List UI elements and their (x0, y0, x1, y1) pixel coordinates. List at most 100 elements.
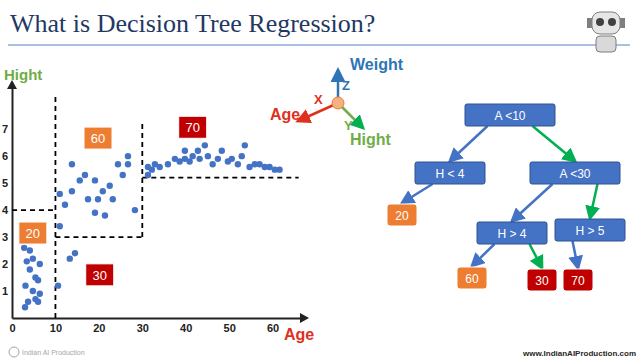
data-point (242, 142, 248, 148)
data-point (22, 282, 28, 288)
brand: Indian AI Production (22, 349, 85, 356)
tree-node-box (415, 162, 485, 184)
data-point (215, 156, 221, 162)
region-label: 20 (19, 222, 47, 244)
data-point (77, 177, 83, 183)
tree-node: A <30 (530, 162, 620, 184)
tree-node: H > 5 (555, 219, 625, 241)
robot-head (592, 12, 620, 34)
data-point (92, 210, 98, 216)
robot-body (596, 36, 616, 52)
region-label: 30 (86, 264, 114, 286)
x-axis-arrow (300, 313, 309, 323)
data-point (55, 282, 61, 288)
tree-node: H < 4 (415, 162, 485, 184)
split-line (141, 124, 143, 237)
tree-node-label: A <30 (559, 167, 590, 181)
x-axis-title: Age (284, 326, 314, 343)
tree-edge (533, 126, 576, 161)
data-point (57, 191, 63, 197)
data-point (195, 148, 201, 154)
tree-edge (402, 184, 433, 203)
data-point (239, 153, 245, 159)
tree-node-label: A <10 (494, 109, 525, 123)
tree-node: H > 4 (477, 222, 547, 244)
y-tick-label: 4 (2, 204, 9, 216)
y-tick: 2 (2, 258, 12, 270)
data-point (235, 161, 241, 167)
data-point (25, 299, 31, 305)
x-tick: 20 (93, 318, 105, 334)
data-point (67, 255, 73, 261)
tree-node-box (457, 267, 487, 289)
tree-edges (402, 126, 598, 268)
x-tick-label: 30 (137, 322, 149, 334)
data-point (196, 156, 202, 162)
footer: Indian AI Productionwww.IndianAIProducti… (9, 347, 636, 358)
tree-edge (472, 244, 495, 266)
data-point (37, 261, 43, 267)
x-axis: 0102030405060 (9, 318, 303, 334)
data-point (100, 188, 106, 194)
data-point (35, 299, 41, 305)
x-tick-label: 0 (9, 322, 15, 334)
axes-icon-label: Weight (350, 56, 404, 73)
data-point (82, 172, 88, 178)
data-point (229, 156, 235, 162)
x-tick: 40 (180, 318, 192, 334)
tree-nodes: A <10 H < 4 20 A <30 H > 4 60 30 H > 5 70 (387, 104, 625, 291)
y-tick: 7 (2, 123, 12, 135)
y-tick-label: 1 (2, 285, 8, 297)
tree-node-box (563, 269, 593, 291)
tree-node: A <10 (465, 104, 555, 126)
data-point (30, 255, 36, 261)
tree-node-box (465, 104, 555, 126)
y-axis: 1 2 3 4 5 6 7 (2, 87, 13, 319)
tree-node-label: H > 4 (497, 227, 526, 241)
x-tick: 30 (137, 318, 149, 334)
robot-ear (587, 18, 592, 28)
y-tick: 1 (2, 285, 12, 297)
tree-edge (450, 126, 488, 161)
robot-eye (608, 18, 616, 26)
y-tick-label: 7 (2, 123, 8, 135)
y-tick: 5 (2, 177, 12, 189)
data-point (189, 153, 195, 159)
robot-ear (620, 18, 625, 28)
tree-leaf: 20 (387, 204, 417, 226)
data-point (62, 201, 68, 207)
x-tick: 60 (267, 318, 279, 334)
axes-icon-label: Age (270, 106, 300, 123)
region-box (84, 127, 112, 149)
title: What is Decision Tree Regression? (10, 9, 375, 38)
data-point (205, 153, 211, 159)
y-tick-label: 3 (2, 231, 8, 243)
data-point (125, 161, 131, 167)
data-point (32, 274, 38, 280)
axes-icon-label: Hight (350, 131, 392, 148)
data-point (120, 172, 126, 178)
tree-node-label: 70 (571, 274, 585, 288)
axes-icon-label: X (314, 92, 323, 107)
region-box (19, 222, 47, 244)
data-point (27, 266, 33, 272)
x-tick-label: 50 (224, 322, 236, 334)
region-label: 70 (179, 116, 207, 138)
data-point (115, 161, 121, 167)
y-axis-title: Hight (4, 66, 42, 83)
tree-edge (590, 184, 598, 218)
data-point (92, 177, 98, 183)
y-tick: 3 (2, 231, 12, 243)
data-point (37, 291, 43, 297)
tree-node-label: 30 (535, 274, 549, 288)
region-label: 60 (84, 127, 112, 149)
data-point (24, 258, 30, 264)
data-point (219, 148, 225, 154)
split-line (142, 177, 298, 179)
y-tick: 6 (2, 150, 12, 162)
tree-node-box (527, 269, 557, 291)
tree-leaf: 60 (457, 267, 487, 289)
data-point (132, 207, 138, 213)
data-point (186, 158, 192, 164)
y-tick-label: 5 (2, 177, 8, 189)
